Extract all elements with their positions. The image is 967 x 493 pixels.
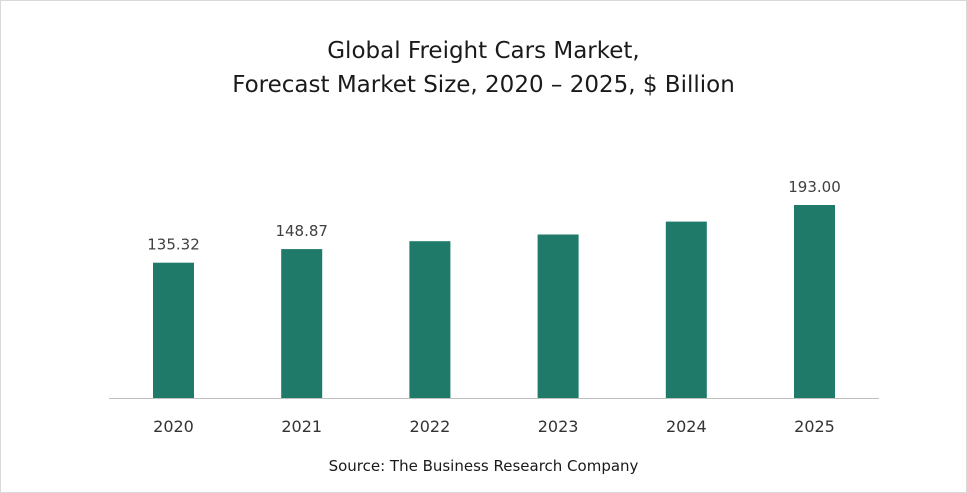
x-tick-2023: 2023 [538,417,579,436]
chart-title: Global Freight Cars Market, Forecast Mar… [0,34,967,102]
x-tick-2024: 2024 [666,417,707,436]
bar-2025 [794,205,835,398]
x-tick-2021: 2021 [281,417,322,436]
x-tick-labels-group: 2020 2021 2022 2023 2024 2025 [153,417,835,436]
bar-2024 [665,221,707,398]
bar-2021 [281,249,323,398]
chart-title-line1: Global Freight Cars Market, [327,38,640,64]
data-labels-group: 135.32 148.87 193.00 [147,178,841,254]
bars-group [153,205,835,398]
bar-2020 [153,262,194,398]
data-label-2025: 193.00 [788,178,841,196]
x-tick-2025: 2025 [794,417,835,436]
chart-title-line2: Forecast Market Size, 2020 – 2025, $ Bil… [232,72,735,98]
bar-2023 [537,234,579,398]
data-label-2021: 148.87 [275,222,328,240]
x-tick-2020: 2020 [153,417,194,436]
x-tick-2022: 2022 [410,417,451,436]
source-note: Source: The Business Research Company [328,457,639,475]
data-label-2020: 135.32 [147,236,200,254]
bar-2022 [409,241,451,398]
